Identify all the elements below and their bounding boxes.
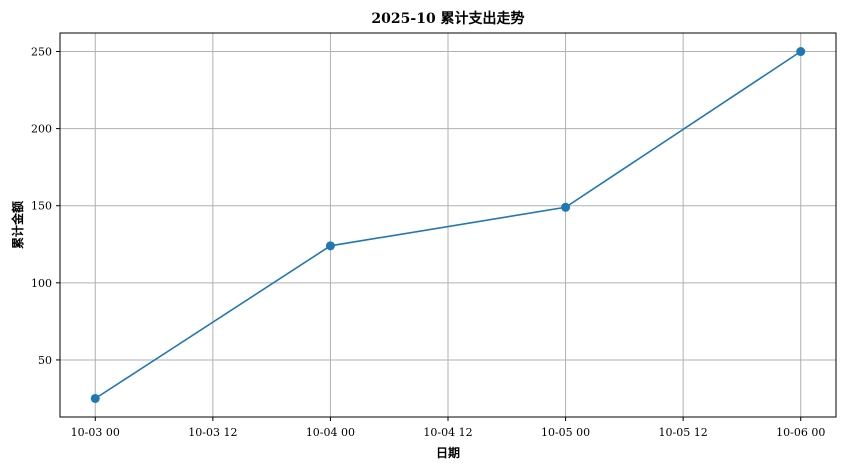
y-tick-label: 50 xyxy=(38,354,52,367)
x-tick-label: 10-03 00 xyxy=(71,426,120,439)
data-point xyxy=(325,241,335,251)
y-axis-label: 累计金额 xyxy=(10,201,25,249)
grid xyxy=(60,33,836,417)
series xyxy=(90,47,806,403)
x-tick-label: 10-03 12 xyxy=(188,426,237,439)
axis-ticks: 10-03 00 10-03 12 10-04 00 10-04 12 10-05 00… xyxy=(31,46,825,439)
y-tick-label: 250 xyxy=(31,46,52,59)
x-axis-label: 日期 xyxy=(436,445,460,460)
x-tick-label: 10-05 12 xyxy=(659,426,708,439)
x-tick-label: 10-06 00 xyxy=(776,426,825,439)
data-point xyxy=(90,393,100,403)
y-tick-label: 200 xyxy=(31,123,52,136)
data-point xyxy=(796,47,806,57)
x-tick-label: 10-04 12 xyxy=(423,426,472,439)
y-tick-label: 100 xyxy=(31,277,52,290)
x-tick-label: 10-05 00 xyxy=(541,426,590,439)
data-point xyxy=(561,202,571,212)
series-line xyxy=(94,50,802,400)
chart-title: 2025-10 累计支出走势 xyxy=(371,10,524,27)
x-tick-label: 10-04 00 xyxy=(306,426,355,439)
y-tick-label: 150 xyxy=(31,200,52,213)
